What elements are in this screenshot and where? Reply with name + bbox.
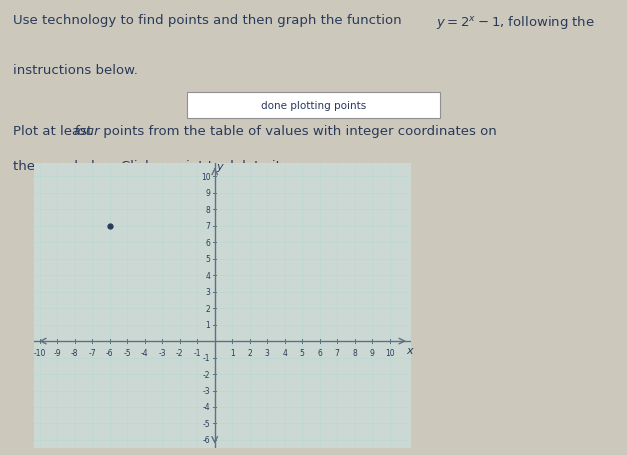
Text: four: four bbox=[73, 125, 99, 138]
Text: 9: 9 bbox=[370, 349, 374, 358]
Text: -5: -5 bbox=[203, 419, 210, 428]
Text: 4: 4 bbox=[206, 271, 210, 280]
Text: -2: -2 bbox=[203, 370, 210, 379]
Text: -1: -1 bbox=[194, 349, 201, 358]
Text: 7: 7 bbox=[335, 349, 340, 358]
Text: instructions below.: instructions below. bbox=[13, 64, 137, 77]
Text: -6: -6 bbox=[203, 435, 210, 445]
Text: 9: 9 bbox=[206, 189, 210, 198]
Text: 4: 4 bbox=[282, 349, 287, 358]
Text: -10: -10 bbox=[34, 349, 46, 358]
Text: y: y bbox=[216, 161, 223, 171]
Text: -8: -8 bbox=[71, 349, 78, 358]
Text: 6: 6 bbox=[206, 238, 210, 247]
Text: -4: -4 bbox=[141, 349, 149, 358]
Text: 5: 5 bbox=[300, 349, 305, 358]
Text: -1: -1 bbox=[203, 353, 210, 362]
Text: 8: 8 bbox=[206, 205, 210, 214]
Text: -3: -3 bbox=[159, 349, 166, 358]
Text: -6: -6 bbox=[106, 349, 113, 358]
Text: x: x bbox=[406, 345, 413, 355]
Text: Plot at least: Plot at least bbox=[13, 125, 96, 138]
Text: -9: -9 bbox=[53, 349, 61, 358]
Text: 7: 7 bbox=[206, 222, 210, 231]
Text: points from the table of values with integer coordinates on: points from the table of values with int… bbox=[99, 125, 497, 138]
FancyBboxPatch shape bbox=[187, 93, 440, 118]
Text: 8: 8 bbox=[352, 349, 357, 358]
Text: 10: 10 bbox=[201, 172, 210, 182]
Text: 3: 3 bbox=[265, 349, 270, 358]
Text: -2: -2 bbox=[176, 349, 184, 358]
Text: 5: 5 bbox=[206, 255, 210, 263]
Text: 6: 6 bbox=[317, 349, 322, 358]
Text: $y = 2^x - 1$, following the: $y = 2^x - 1$, following the bbox=[436, 14, 594, 30]
Text: -4: -4 bbox=[203, 403, 210, 412]
Text: the axes below. Click a point to delete it.: the axes below. Click a point to delete … bbox=[13, 159, 285, 172]
Text: 1: 1 bbox=[230, 349, 234, 358]
Text: 3: 3 bbox=[206, 288, 210, 297]
Text: -5: -5 bbox=[124, 349, 131, 358]
Text: -3: -3 bbox=[203, 386, 210, 395]
Text: 1: 1 bbox=[206, 320, 210, 329]
Text: 2: 2 bbox=[247, 349, 252, 358]
Text: 2: 2 bbox=[206, 304, 210, 313]
Text: Use technology to find points and then graph the function: Use technology to find points and then g… bbox=[13, 14, 406, 27]
Text: done plotting points: done plotting points bbox=[261, 101, 366, 111]
Text: -7: -7 bbox=[88, 349, 96, 358]
Text: 10: 10 bbox=[385, 349, 394, 358]
